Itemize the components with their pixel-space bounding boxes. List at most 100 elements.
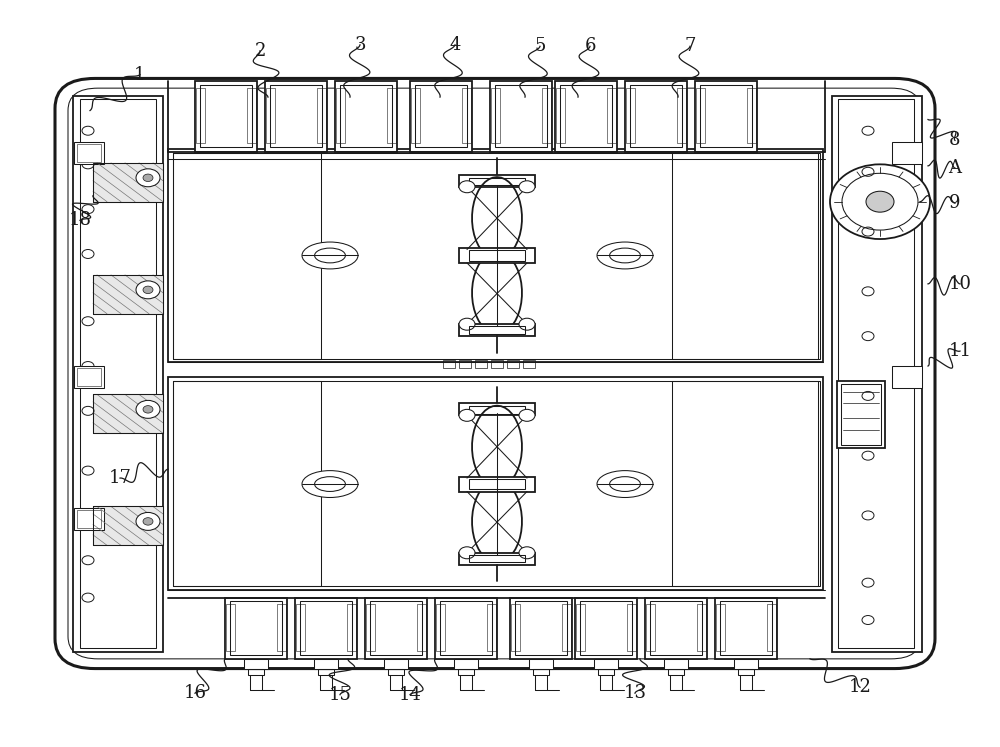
Bar xyxy=(200,85,252,147)
Bar xyxy=(196,88,205,143)
Circle shape xyxy=(82,406,94,415)
Text: 11: 11 xyxy=(948,342,972,360)
Bar xyxy=(515,601,567,655)
Bar xyxy=(594,659,618,669)
Text: 9: 9 xyxy=(949,194,961,212)
Bar xyxy=(347,604,356,651)
Bar xyxy=(475,360,487,368)
Bar xyxy=(697,604,706,651)
Bar xyxy=(459,553,535,565)
Ellipse shape xyxy=(597,471,653,498)
Bar xyxy=(318,669,334,675)
Bar xyxy=(469,326,525,334)
Circle shape xyxy=(143,174,153,182)
Bar xyxy=(415,85,467,147)
Bar xyxy=(469,178,525,185)
Bar xyxy=(230,601,282,655)
Circle shape xyxy=(82,362,94,371)
Circle shape xyxy=(519,547,535,559)
Ellipse shape xyxy=(610,248,640,263)
Circle shape xyxy=(82,593,94,602)
Bar xyxy=(627,604,636,651)
Bar xyxy=(173,381,818,586)
Bar xyxy=(459,324,535,336)
Bar xyxy=(469,250,525,261)
Circle shape xyxy=(459,181,475,193)
Text: 1: 1 xyxy=(134,66,146,84)
Bar xyxy=(490,81,552,152)
Bar xyxy=(410,81,472,152)
Bar xyxy=(168,377,823,590)
Bar xyxy=(384,659,408,669)
Bar xyxy=(677,88,686,143)
Text: 3: 3 xyxy=(354,36,366,54)
Bar xyxy=(892,366,922,388)
Bar xyxy=(270,85,322,147)
Bar xyxy=(336,88,345,143)
Circle shape xyxy=(862,616,874,624)
Text: 14: 14 xyxy=(399,686,421,704)
Circle shape xyxy=(459,318,475,330)
Bar xyxy=(696,88,705,143)
Text: 15: 15 xyxy=(329,686,351,704)
Bar xyxy=(462,88,471,143)
Circle shape xyxy=(82,126,94,135)
Bar xyxy=(93,163,163,202)
Bar xyxy=(556,88,565,143)
Text: 8: 8 xyxy=(949,131,961,149)
Bar xyxy=(314,659,338,669)
Bar xyxy=(459,403,535,415)
Bar xyxy=(77,368,101,386)
Circle shape xyxy=(862,126,874,135)
Circle shape xyxy=(862,578,874,587)
Bar xyxy=(247,88,256,143)
Text: 10: 10 xyxy=(948,275,972,293)
Circle shape xyxy=(136,281,160,299)
Circle shape xyxy=(519,409,535,421)
Bar xyxy=(295,598,357,659)
Bar xyxy=(417,604,426,651)
Bar xyxy=(664,659,688,669)
Circle shape xyxy=(82,556,94,565)
Circle shape xyxy=(862,391,874,400)
Bar xyxy=(93,275,163,314)
Bar xyxy=(225,598,287,659)
Bar xyxy=(529,659,553,669)
Circle shape xyxy=(136,169,160,187)
Text: 16: 16 xyxy=(184,684,207,702)
Bar xyxy=(837,381,885,448)
Bar xyxy=(93,275,163,314)
Ellipse shape xyxy=(302,471,358,498)
Bar xyxy=(469,479,525,489)
Bar xyxy=(734,659,758,669)
Bar xyxy=(436,604,445,651)
Bar xyxy=(73,96,163,652)
Ellipse shape xyxy=(302,242,358,269)
Circle shape xyxy=(82,160,94,169)
Bar xyxy=(459,360,471,368)
Circle shape xyxy=(82,511,94,520)
Bar xyxy=(523,360,535,368)
Ellipse shape xyxy=(610,477,640,492)
Bar xyxy=(74,366,104,388)
Circle shape xyxy=(82,466,94,475)
Circle shape xyxy=(862,167,874,176)
Bar xyxy=(277,604,286,651)
Bar xyxy=(173,153,321,359)
Circle shape xyxy=(862,227,874,236)
Bar xyxy=(668,669,684,675)
Text: 12: 12 xyxy=(849,678,871,696)
Text: 6: 6 xyxy=(584,37,596,55)
Circle shape xyxy=(862,332,874,341)
Text: 7: 7 xyxy=(684,37,696,55)
Circle shape xyxy=(519,318,535,330)
Bar xyxy=(74,508,104,530)
Circle shape xyxy=(143,518,153,525)
Bar xyxy=(491,360,503,368)
Bar xyxy=(832,96,922,652)
Ellipse shape xyxy=(315,248,345,263)
Bar xyxy=(700,85,752,147)
Bar xyxy=(226,604,235,651)
Bar xyxy=(435,598,497,659)
Bar xyxy=(576,604,585,651)
